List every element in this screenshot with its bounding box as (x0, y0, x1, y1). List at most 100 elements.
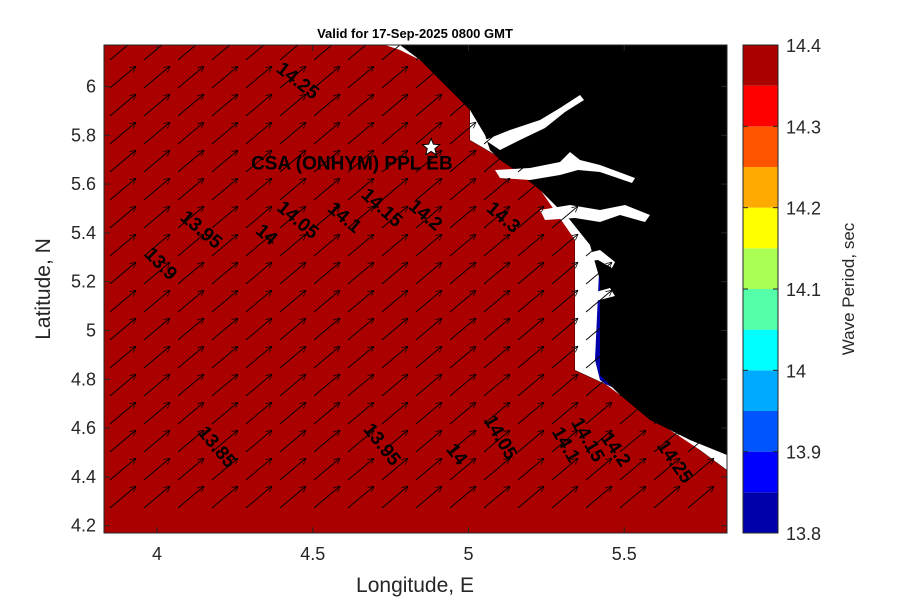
wave-direction-arrow (245, 94, 272, 117)
colorbar-swatch (743, 85, 778, 127)
wave-direction-arrow (211, 234, 238, 257)
wave-direction-arrow (347, 346, 374, 369)
wave-direction-arrow (415, 430, 442, 453)
x-tick-label: 4.5 (300, 544, 325, 564)
wave-direction-arrow (279, 458, 306, 481)
wave-direction-arrow (177, 290, 204, 313)
wave-direction-arrow (143, 290, 170, 313)
wave-direction-arrow (347, 150, 374, 173)
wave-direction-arrow (245, 458, 272, 481)
wave-direction-arrow (449, 430, 476, 453)
wave-direction-arrow (551, 458, 578, 481)
wave-direction-arrow (653, 458, 680, 481)
y-tick-label: 4.8 (71, 369, 96, 389)
wave-direction-arrow (517, 206, 544, 229)
wave-direction-arrow (211, 346, 238, 369)
wave-direction-arrow (449, 66, 476, 89)
land-polygon (400, 45, 727, 455)
wave-direction-arrow (177, 430, 204, 453)
wave-direction-arrow (211, 458, 238, 481)
wave-direction-arrow (211, 206, 238, 229)
wave-direction-arrow (619, 458, 646, 481)
wave-direction-arrow (279, 206, 306, 229)
wave-direction-arrow (653, 486, 680, 509)
wave-direction-arrow (517, 234, 544, 257)
y-tick-label: 5.4 (71, 223, 96, 243)
wave-direction-arrow (619, 430, 646, 453)
y-tick-label: 4.2 (71, 516, 96, 536)
wave-direction-arrow (143, 206, 170, 229)
wave-direction-arrow (483, 290, 510, 313)
wave-direction-arrow (279, 318, 306, 341)
wave-direction-arrow (483, 234, 510, 257)
wave-direction-arrow (109, 290, 136, 313)
wave-direction-arrow (619, 374, 646, 397)
wave-direction-arrow (279, 374, 306, 397)
colorbar-tick-label: 13.9 (786, 443, 821, 463)
wave-direction-arrow (517, 346, 544, 369)
wave-direction-arrow (313, 94, 340, 117)
wave-direction-arrow (143, 458, 170, 481)
wave-direction-arrow (245, 66, 272, 89)
wave-direction-arrow (177, 402, 204, 425)
wave-direction-arrow (585, 234, 612, 257)
wave-direction-arrow (687, 458, 714, 481)
wave-direction-arrow (381, 486, 408, 509)
wave-direction-arrow (279, 290, 306, 313)
wave-direction-arrow (449, 94, 476, 117)
wave-direction-arrow (449, 150, 476, 173)
wave-direction-arrow (211, 66, 238, 89)
wave-direction-arrow (313, 234, 340, 257)
wave-direction-arrow (211, 45, 231, 61)
wave-direction-arrow (279, 178, 306, 201)
wave-direction-arrow (517, 374, 544, 397)
wave-direction-arrow (415, 486, 442, 509)
wave-direction-arrow (347, 402, 374, 425)
wave-direction-arrow (313, 458, 340, 481)
wave-direction-arrow (551, 262, 578, 285)
wave-direction-arrow (585, 346, 612, 369)
wave-direction-arrow (517, 318, 544, 341)
wave-direction-arrow (483, 178, 510, 201)
wave-direction-arrow (347, 374, 374, 397)
wave-direction-arrow (517, 150, 544, 173)
wave-direction-arrow (109, 486, 136, 509)
wave-direction-arrow (415, 262, 442, 285)
colorbar-swatch (743, 126, 778, 167)
wave-direction-arrow (381, 150, 408, 173)
wave-direction-arrow (313, 374, 340, 397)
wave-direction-arrow (619, 486, 646, 509)
wave-direction-arrow (585, 486, 612, 509)
wave-direction-arrow (143, 234, 170, 257)
wave-direction-arrow (347, 66, 374, 89)
wave-direction-arrow (551, 486, 578, 509)
wave-direction-arrow (517, 458, 544, 481)
wave-direction-arrow (551, 430, 578, 453)
wave-direction-arrow (211, 486, 238, 509)
wave-direction-arrow (415, 402, 442, 425)
wave-direction-arrow (211, 150, 238, 173)
wave-direction-arrow (483, 206, 510, 229)
wave-direction-arrow (381, 290, 408, 313)
wave-direction-arrow (449, 262, 476, 285)
wave-direction-arrow (211, 402, 238, 425)
wave-direction-arrow (109, 206, 136, 229)
wave-direction-arrow (517, 290, 544, 313)
wave-direction-arrow (653, 402, 680, 425)
wave-direction-arrow (177, 66, 204, 89)
wave-direction-arrow (245, 430, 272, 453)
wave-direction-arrow (415, 45, 435, 61)
wave-direction-arrow (177, 318, 204, 341)
wave-direction-arrow (279, 430, 306, 453)
wave-direction-arrow (483, 374, 510, 397)
wave-direction-arrow (109, 374, 136, 397)
wave-direction-arrow (551, 402, 578, 425)
x-axis-ticks: 4 4.5 5 5.5 (152, 45, 637, 564)
wave-direction-arrow (415, 318, 442, 341)
wave-direction-arrow (585, 290, 612, 313)
wave-direction-arrow (245, 122, 272, 145)
wave-direction-arrow (687, 430, 714, 453)
wave-direction-arrow (143, 150, 170, 173)
wave-direction-arrow (347, 178, 374, 201)
